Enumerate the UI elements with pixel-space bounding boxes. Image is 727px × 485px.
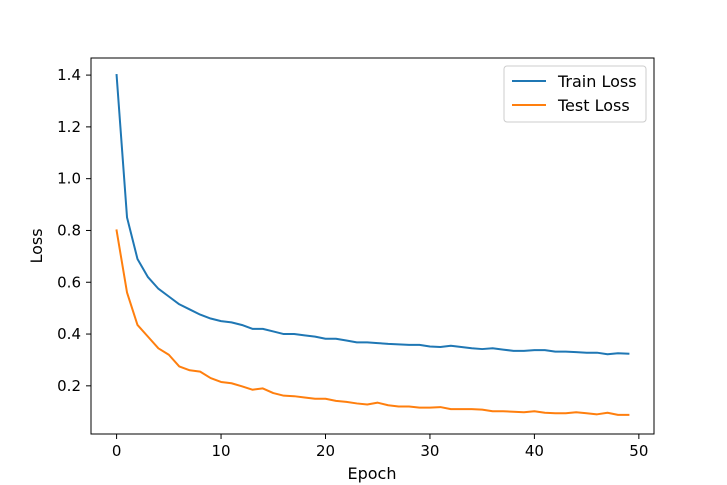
lines-layer — [115, 74, 630, 416]
legend: Train Loss Test Loss — [503, 65, 647, 123]
y-axis: 0.2 0.4 0.6 0.8 1.0 1.2 1.4 — [57, 66, 91, 395]
y-tick-label: 0.8 — [57, 221, 81, 239]
y-axis-label: Loss — [27, 228, 46, 263]
y-tick-label: 1.4 — [57, 66, 81, 84]
train-loss-legend-label: Train Loss — [557, 72, 637, 91]
y-tick-label: 0.4 — [57, 325, 81, 343]
y-tick-label: 1.2 — [57, 118, 81, 136]
x-tick-label: 50 — [629, 442, 648, 460]
x-axis-label: Epoch — [348, 464, 397, 483]
train-loss-line — [115, 74, 630, 356]
x-tick-label: 20 — [316, 442, 335, 460]
x-tick-label: 0 — [112, 442, 122, 460]
test-loss-line — [115, 229, 630, 416]
plot-frame — [90, 57, 655, 435]
x-axis: 0 10 20 30 40 50 — [112, 434, 648, 460]
x-tick-label: 10 — [211, 442, 230, 460]
y-tick-label: 1.0 — [57, 170, 81, 188]
y-tick-label: 0.6 — [57, 273, 81, 291]
x-tick-label: 30 — [420, 442, 439, 460]
test-loss-legend-label: Test Loss — [557, 96, 630, 115]
x-tick-label: 40 — [525, 442, 544, 460]
y-tick-label: 0.2 — [57, 377, 81, 395]
